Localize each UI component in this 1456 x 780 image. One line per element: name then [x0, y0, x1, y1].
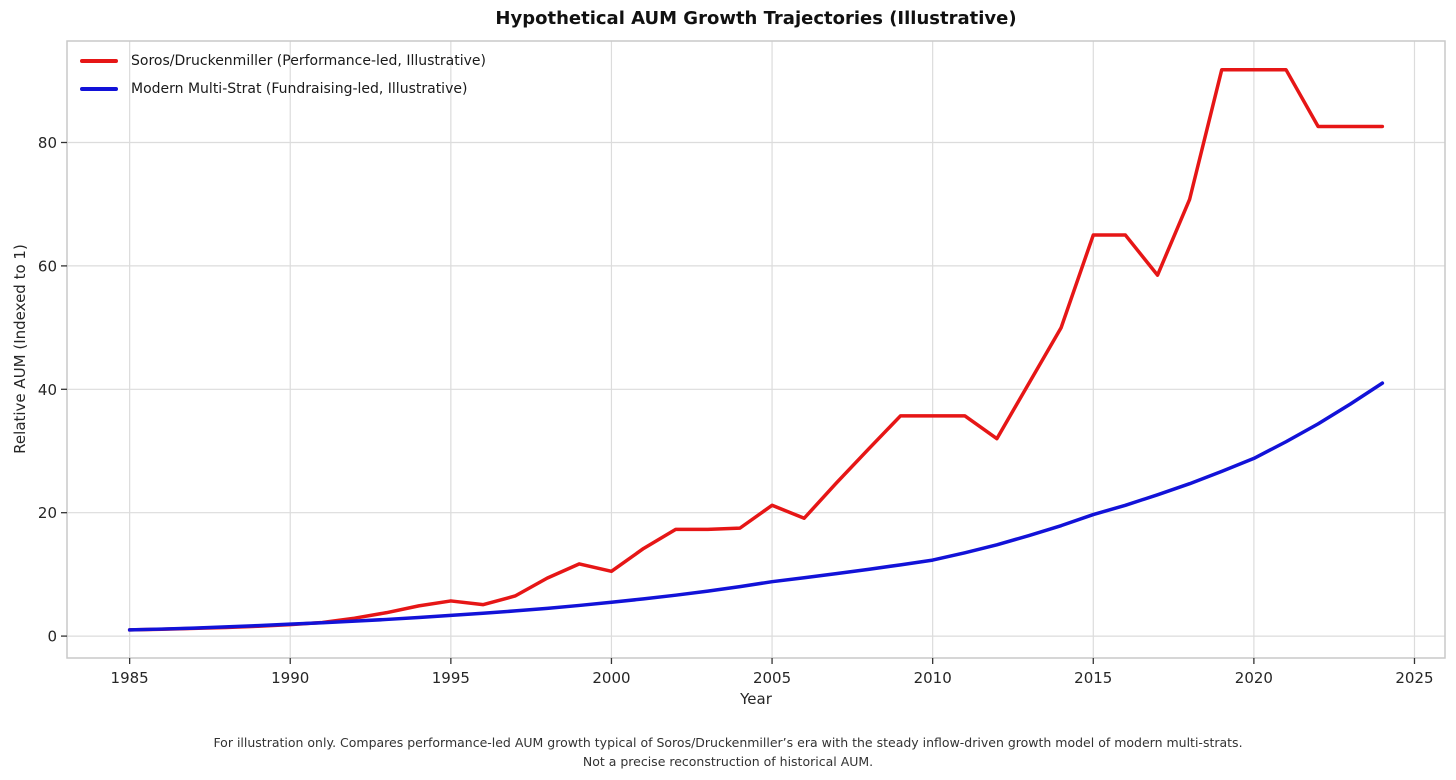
- legend: Soros/Druckenmiller (Performance-led, Il…: [80, 48, 486, 102]
- x-tick-label: 1995: [432, 669, 470, 687]
- legend-swatch-blue-line: [80, 87, 118, 91]
- y-tick-label: 0: [47, 628, 57, 646]
- footnote-line-2: Not a precise reconstruction of historic…: [582, 754, 874, 769]
- x-tick-label: 2025: [1395, 669, 1433, 687]
- y-tick-label: 80: [38, 134, 57, 152]
- legend-label-soros: Soros/Druckenmiller (Performance-led, Il…: [131, 53, 486, 69]
- x-tick-label: 2020: [1235, 669, 1273, 687]
- x-tick-label: 2000: [592, 669, 630, 687]
- legend-entry-soros: Soros/Druckenmiller (Performance-led, Il…: [80, 48, 486, 74]
- x-tick-label: 2005: [753, 669, 791, 687]
- y-tick-label: 60: [38, 257, 57, 275]
- series-line-0: [127, 67, 1385, 632]
- y-tick-label: 20: [38, 504, 57, 522]
- chart-title: Hypothetical AUM Growth Trajectories (Il…: [495, 8, 1017, 29]
- y-axis-label: Relative AUM (Indexed to 1): [11, 244, 29, 454]
- footnote: For illustration only. Compares performa…: [0, 733, 1456, 771]
- footnote-line-1: For illustration only. Compares performa…: [213, 735, 1243, 750]
- x-tick-label: 2010: [914, 669, 952, 687]
- y-tick-label: 40: [38, 381, 57, 399]
- legend-swatch-red-line: [80, 59, 118, 63]
- legend-entry-multistrat: Modern Multi-Strat (Fundraising-led, Ill…: [80, 76, 486, 102]
- series-line-1: [127, 381, 1385, 632]
- x-axis-label: Year: [740, 690, 772, 708]
- x-tick-label: 2015: [1074, 669, 1112, 687]
- legend-label-multistrat: Modern Multi-Strat (Fundraising-led, Ill…: [131, 81, 468, 97]
- x-tick-label: 1990: [271, 669, 309, 687]
- x-tick-label: 1985: [111, 669, 149, 687]
- plot-border: [66, 40, 1446, 659]
